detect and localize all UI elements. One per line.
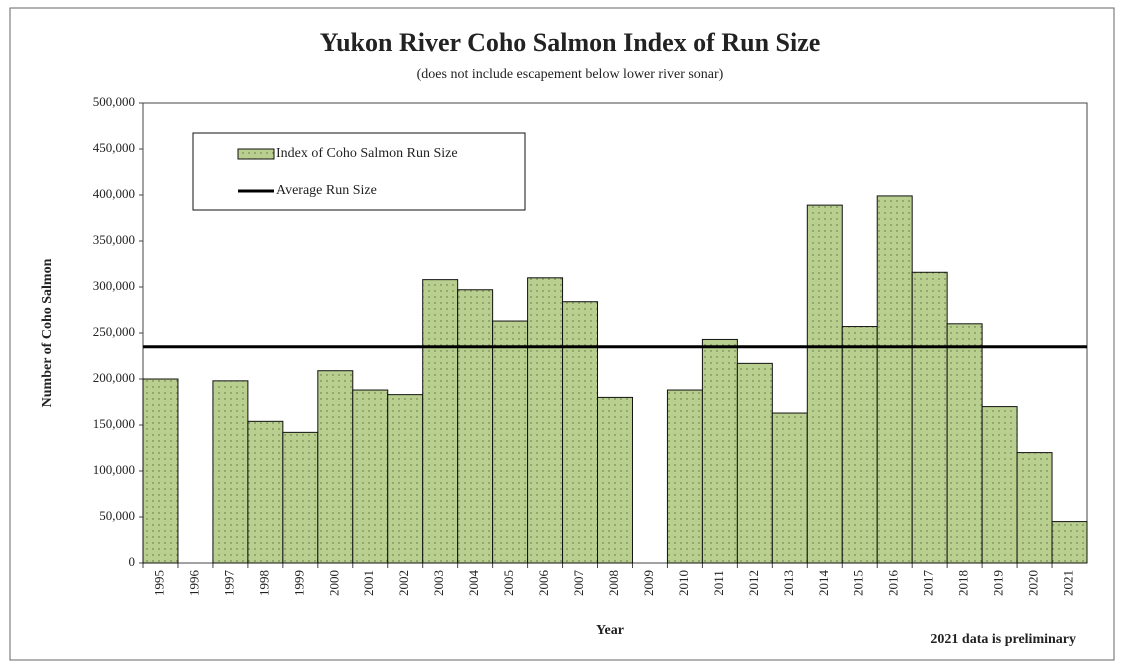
bar	[142, 378, 179, 564]
x-tick-label: 2001	[361, 570, 376, 596]
x-tick-label: 2000	[326, 570, 341, 596]
bar	[841, 326, 878, 564]
x-tick-label: 2021	[1061, 570, 1076, 596]
bar	[492, 320, 529, 564]
y-tick-label: 200,000	[93, 370, 135, 385]
y-tick-label: 0	[129, 554, 136, 569]
y-tick-label: 500,000	[93, 94, 135, 109]
bar	[387, 394, 424, 564]
legend-swatch	[237, 148, 275, 160]
y-tick-label: 50,000	[99, 508, 135, 523]
bar	[946, 323, 983, 564]
x-tick-label: 2004	[466, 570, 481, 597]
x-tick-label: 2003	[431, 570, 446, 596]
bar	[282, 431, 319, 564]
x-tick-label: 2018	[956, 570, 971, 596]
bar	[981, 406, 1018, 564]
x-tick-label: 2014	[816, 570, 831, 597]
chart-subtitle: (does not include escapement below lower…	[417, 67, 724, 82]
x-tick-label: 2011	[711, 570, 726, 596]
y-tick-label: 350,000	[93, 232, 135, 247]
bar	[1051, 521, 1088, 564]
y-tick-label: 100,000	[93, 462, 135, 477]
x-tick-label: 1995	[151, 570, 166, 596]
bar	[876, 195, 913, 564]
bar	[457, 289, 494, 564]
bar	[771, 412, 808, 564]
y-tick-label: 400,000	[93, 186, 135, 201]
x-tick-label: 2009	[641, 570, 656, 596]
x-tick-label: 1997	[221, 570, 236, 597]
x-tick-label: 2005	[501, 570, 516, 596]
bar	[527, 277, 564, 564]
bar	[736, 362, 773, 564]
bar	[1016, 452, 1053, 564]
bar	[806, 204, 843, 564]
x-tick-label: 2008	[606, 570, 621, 596]
x-tick-label: 1996	[186, 570, 201, 597]
bar	[701, 338, 738, 564]
bar	[317, 370, 354, 564]
x-tick-label: 2015	[851, 570, 866, 596]
x-tick-label: 1999	[291, 570, 306, 596]
x-tick-label: 2012	[746, 570, 761, 596]
x-tick-label: 2016	[886, 570, 901, 597]
y-tick-label: 450,000	[93, 140, 135, 155]
bar	[597, 396, 633, 564]
bar	[352, 389, 389, 564]
note: 2021 data is preliminary	[930, 632, 1076, 647]
x-tick-label: 2020	[1026, 570, 1041, 596]
bar	[911, 271, 948, 564]
x-tick-label: 2007	[571, 570, 586, 597]
bar	[562, 301, 599, 564]
y-axis-label: Number of Coho Salmon	[40, 258, 55, 407]
legend-label: Index of Coho Salmon Run Size	[276, 146, 458, 161]
x-axis-label: Year	[596, 623, 624, 638]
bar	[666, 389, 703, 564]
x-tick-label: 2017	[921, 570, 936, 597]
x-tick-label: 2006	[536, 570, 551, 597]
chart-title: Yukon River Coho Salmon Index of Run Siz…	[320, 28, 821, 57]
legend-box	[192, 132, 526, 211]
bar	[422, 279, 459, 564]
bar	[212, 380, 249, 564]
legend-label: Average Run Size	[276, 183, 377, 198]
x-tick-label: 2013	[781, 570, 796, 596]
y-tick-label: 150,000	[93, 416, 135, 431]
y-tick-label: 300,000	[93, 278, 135, 293]
x-tick-label: 2002	[396, 570, 411, 596]
x-tick-label: 1998	[256, 570, 271, 596]
x-tick-label: 2010	[676, 570, 691, 596]
y-tick-label: 250,000	[93, 324, 135, 339]
x-tick-label: 2019	[991, 570, 1006, 596]
bar	[247, 420, 284, 564]
